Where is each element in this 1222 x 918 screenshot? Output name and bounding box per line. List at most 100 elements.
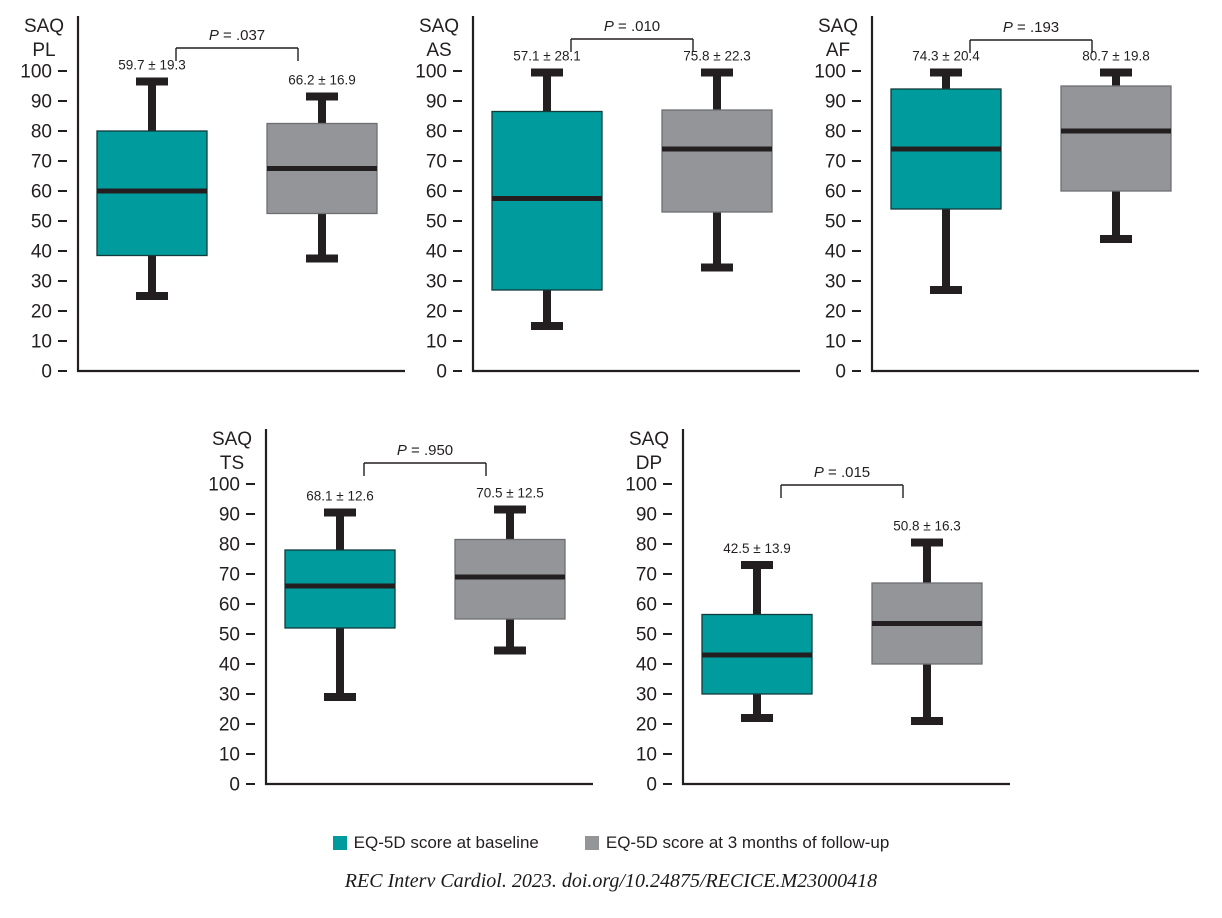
y-tick-label: 50 (219, 625, 240, 646)
mean-sd-label: 75.8 ± 22.3 (683, 49, 750, 64)
chart-title-line: SAQ (818, 16, 858, 37)
y-tick-label: 30 (31, 272, 52, 293)
chart-title-line: PL (32, 40, 55, 61)
y-tick-label: 0 (229, 775, 240, 796)
chart-title-line: TS (220, 453, 244, 474)
mean-sd-label: 66.2 ± 16.9 (288, 73, 355, 88)
y-tick-label: 70 (219, 565, 240, 586)
y-tick-label: 100 (208, 475, 240, 496)
mean-sd-label: 70.5 ± 12.5 (476, 486, 543, 501)
y-tick-label: 80 (825, 122, 846, 143)
y-tick-label: 20 (219, 715, 240, 736)
y-tick-label: 90 (636, 505, 657, 526)
boxplot-svg-saq-as: SAQ AS 0 10 20 30 40 50 60 70 80 90 100 57.1 ± 28.1 75… (415, 16, 800, 383)
y-tick-label: 70 (825, 152, 846, 173)
legend-item-baseline: EQ-5D score at baseline (332, 833, 539, 852)
y-tick-label: 40 (219, 655, 240, 676)
y-tick-label: 40 (825, 242, 846, 263)
boxplot-svg-saq-af: SAQ AF 0 10 20 30 40 50 60 70 80 90 100 74.3 ± 20.4 80… (814, 16, 1199, 383)
mean-sd-label: 59.7 ± 19.3 (118, 58, 185, 73)
y-tick-label: 0 (646, 775, 657, 796)
mean-sd-label: 50.8 ± 16.3 (893, 519, 960, 534)
y-tick-label: 30 (219, 685, 240, 706)
y-tick-label: 50 (31, 212, 52, 233)
y-tick-label: 70 (31, 152, 52, 173)
y-tick-label: 90 (825, 92, 846, 113)
y-tick-label: 30 (426, 272, 447, 293)
y-tick-label: 20 (825, 302, 846, 323)
y-tick-label: 60 (219, 595, 240, 616)
y-tick-label: 60 (31, 182, 52, 203)
y-tick-label: 100 (415, 62, 447, 83)
y-tick-label: 80 (426, 122, 447, 143)
y-tick-label: 20 (636, 715, 657, 736)
y-tick-label: 0 (436, 362, 447, 383)
y-tick-label: 20 (31, 302, 52, 323)
p-value-label: P = .193 (1003, 19, 1059, 36)
boxplot-svg-saq-pl: SAQ PL 0 10 20 30 40 50 60 70 80 90 100 59.7 ± 19.3 66… (20, 16, 405, 383)
y-tick-label: 100 (625, 475, 657, 496)
baseline-swatch-icon (332, 835, 347, 850)
mean-sd-label: 68.1 ± 12.6 (306, 489, 373, 504)
y-tick-label: 0 (835, 362, 846, 383)
legend-label-baseline: EQ-5D score at baseline (353, 833, 539, 852)
chart-title-line: AF (826, 40, 850, 61)
y-tick-label: 50 (636, 625, 657, 646)
iqr-box-follow-up (661, 109, 773, 213)
boxplot-saq-ts: SAQ TS 0 10 20 30 40 50 60 70 80 90 100 68.1 ± 12.6 70… (188, 413, 598, 808)
boxplot-svg-saq-ts: SAQ TS 0 10 20 30 40 50 60 70 80 90 100 68.1 ± 12.6 70… (208, 429, 593, 796)
y-tick-label: 60 (426, 182, 447, 203)
y-tick-label: 70 (636, 565, 657, 586)
followup-swatch-icon (584, 835, 599, 850)
y-tick-label: 30 (636, 685, 657, 706)
y-tick-label: 50 (825, 212, 846, 233)
p-value-label: P = .010 (604, 18, 660, 35)
boxplot-svg-saq-dp: SAQ DP 0 10 20 30 40 50 60 70 80 90 100 42.5 ± 13.9 50… (625, 429, 1010, 796)
p-value-label: P = .015 (814, 464, 870, 481)
y-tick-label: 0 (41, 362, 52, 383)
p-value-label: P = .950 (397, 442, 453, 459)
boxplot-saq-dp: SAQ DP 0 10 20 30 40 50 60 70 80 90 100 42.5 ± 13.9 50… (605, 413, 1015, 808)
y-tick-label: 90 (219, 505, 240, 526)
mean-sd-label: 74.3 ± 20.4 (912, 49, 980, 64)
y-tick-label: 90 (31, 92, 52, 113)
p-value-label: P = .037 (209, 27, 265, 44)
y-tick-label: 80 (219, 535, 240, 556)
boxplot-saq-as: SAQ AS 0 10 20 30 40 50 60 70 80 90 100 57.1 ± 28.1 75… (395, 0, 805, 395)
chart-title-line: SAQ (212, 429, 252, 450)
y-tick-label: 10 (219, 745, 240, 766)
chart-title-line: AS (426, 40, 451, 61)
mean-sd-label: 42.5 ± 13.9 (723, 541, 790, 556)
y-tick-label: 30 (825, 272, 846, 293)
y-tick-label: 90 (426, 92, 447, 113)
y-tick-label: 40 (636, 655, 657, 676)
y-tick-label: 100 (20, 62, 52, 83)
boxplot-saq-pl: SAQ PL 0 10 20 30 40 50 60 70 80 90 100 59.7 ± 19.3 66… (0, 0, 410, 395)
y-tick-label: 70 (426, 152, 447, 173)
citation-text: REC Interv Cardiol. 2023. doi.org/10.248… (344, 870, 878, 892)
y-tick-label: 100 (814, 62, 846, 83)
y-tick-label: 40 (31, 242, 52, 263)
legend-item-followup: EQ-5D score at 3 months of follow-up (584, 833, 890, 852)
iqr-box-baseline (284, 549, 396, 629)
y-tick-label: 80 (636, 535, 657, 556)
mean-sd-label: 57.1 ± 28.1 (513, 49, 580, 64)
y-tick-label: 10 (825, 332, 846, 353)
legend-label-followup: EQ-5D score at 3 months of follow-up (605, 833, 890, 852)
y-tick-label: 50 (426, 212, 447, 233)
y-tick-label: 20 (426, 302, 447, 323)
chart-title-line: SAQ (629, 429, 669, 450)
y-tick-label: 10 (31, 332, 52, 353)
boxplot-saq-af: SAQ AF 0 10 20 30 40 50 60 70 80 90 100 74.3 ± 20.4 80… (794, 0, 1204, 395)
legend: EQ-5D score at baseline EQ-5D score at 3… (0, 834, 1222, 851)
y-tick-label: 60 (825, 182, 846, 203)
y-tick-label: 60 (636, 595, 657, 616)
iqr-box-follow-up (1060, 85, 1172, 192)
chart-title-line: SAQ (24, 16, 64, 37)
mean-sd-label: 80.7 ± 19.8 (1082, 49, 1149, 64)
y-tick-label: 80 (31, 122, 52, 143)
y-tick-label: 40 (426, 242, 447, 263)
y-tick-label: 10 (426, 332, 447, 353)
y-tick-label: 10 (636, 745, 657, 766)
